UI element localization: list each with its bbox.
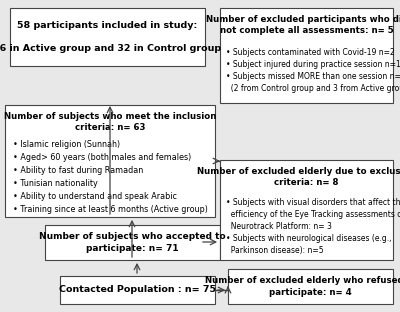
Text: Number of excluded participants who did
not complete all assessments: n= 5: Number of excluded participants who did … — [206, 15, 400, 35]
Text: • Aged> 60 years (both males and females): • Aged> 60 years (both males and females… — [13, 153, 191, 162]
Text: • Islamic religion (Sunnah): • Islamic religion (Sunnah) — [13, 140, 120, 149]
Text: Number of excluded elderly who refused to
participate: n= 4: Number of excluded elderly who refused t… — [204, 276, 400, 296]
Text: Neurotrack Platform: n= 3: Neurotrack Platform: n= 3 — [226, 222, 332, 231]
Bar — [220, 160, 393, 260]
Bar — [10, 8, 205, 66]
Text: • Ability to fast during Ramadan: • Ability to fast during Ramadan — [13, 166, 143, 175]
Text: • Ability to understand and speak Arabic: • Ability to understand and speak Arabic — [13, 192, 177, 201]
Bar — [60, 276, 215, 304]
Text: 58 participants included in study:

26 in Active group and 32 in Control group: 58 participants included in study: 26 in… — [0, 22, 222, 53]
Text: Contacted Population : n= 75: Contacted Population : n= 75 — [59, 285, 216, 295]
Text: Parkinson disease): n=5: Parkinson disease): n=5 — [226, 246, 324, 255]
Text: • Subject injured during practice session n=1: • Subject injured during practice sessio… — [226, 60, 400, 69]
Text: efficiency of the Eye Tracking assessments of the: efficiency of the Eye Tracking assessmen… — [226, 210, 400, 219]
Text: Number of subjects who accepted to
participate: n= 71: Number of subjects who accepted to parti… — [39, 232, 226, 252]
Text: • Subjects contaminated with Covid-19 n=2: • Subjects contaminated with Covid-19 n=… — [226, 48, 395, 57]
Text: • Subjects with neurological diseases (e.g.,: • Subjects with neurological diseases (e… — [226, 234, 392, 243]
Text: Number of excluded elderly due to exclusion
criteria: n= 8: Number of excluded elderly due to exclus… — [197, 167, 400, 187]
Text: • Subjects missed MORE than one session n=2: • Subjects missed MORE than one session … — [226, 72, 400, 81]
Bar — [228, 269, 393, 304]
Text: • Subjects with visual disorders that affect the: • Subjects with visual disorders that af… — [226, 198, 400, 207]
Text: • Training since at least 6 months (Active group): • Training since at least 6 months (Acti… — [13, 205, 208, 214]
Bar — [220, 8, 393, 103]
Bar — [45, 225, 220, 260]
Text: Number of subjects who meet the inclusion
criteria: n= 63: Number of subjects who meet the inclusio… — [4, 112, 216, 132]
Bar — [5, 105, 215, 217]
Text: • Tunisian nationality: • Tunisian nationality — [13, 179, 98, 188]
Text: (2 from Control group and 3 from Active group): (2 from Control group and 3 from Active … — [226, 84, 400, 93]
